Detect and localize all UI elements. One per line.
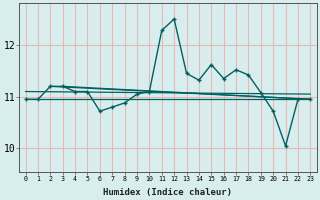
X-axis label: Humidex (Indice chaleur): Humidex (Indice chaleur) — [103, 188, 232, 197]
